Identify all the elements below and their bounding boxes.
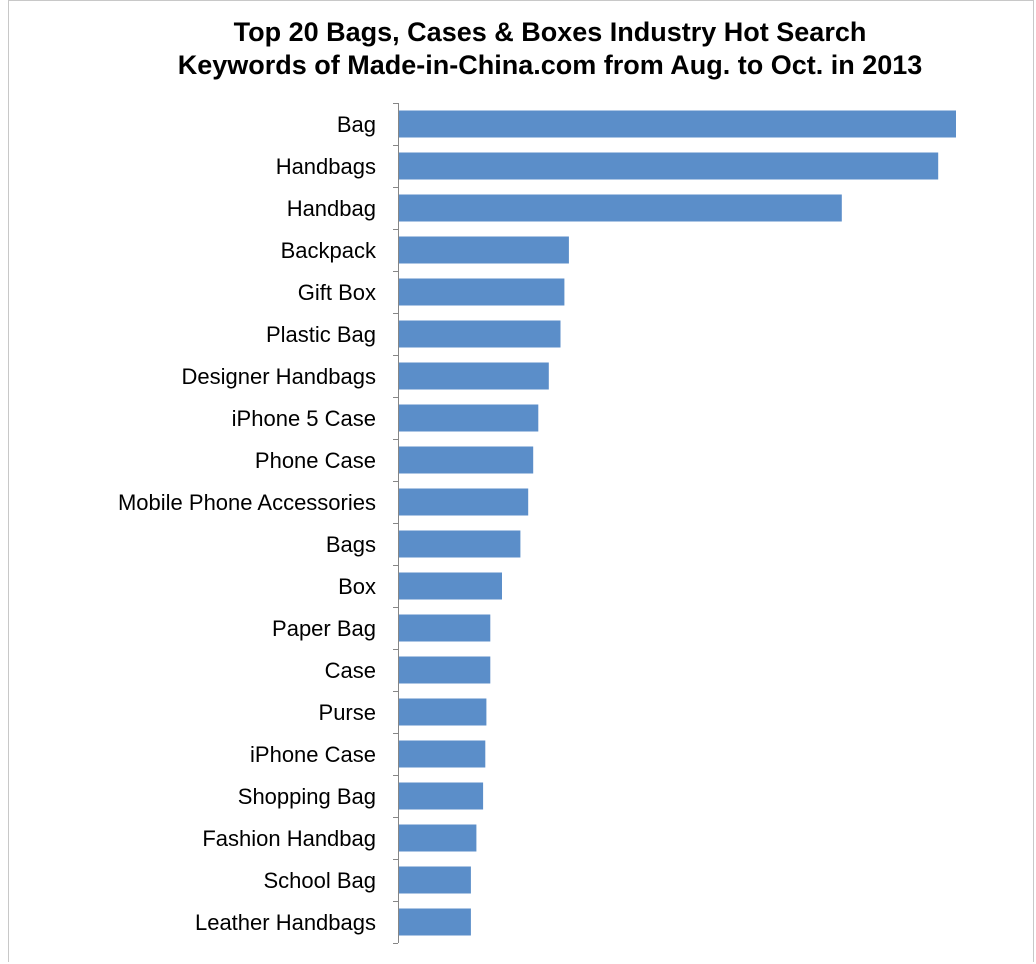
- bar: [399, 698, 487, 726]
- category-label: Plastic Bag: [266, 322, 376, 347]
- category-label: School Bag: [263, 868, 376, 893]
- category-label: Bags: [326, 532, 376, 557]
- category-label: Purse: [319, 700, 376, 725]
- category-label: Shopping Bag: [238, 784, 376, 809]
- bar: [399, 572, 502, 600]
- bar: [399, 530, 521, 558]
- category-label: Fashion Handbag: [202, 826, 376, 851]
- category-label: Handbag: [287, 196, 376, 221]
- category-label: Case: [325, 658, 376, 683]
- category-label: Mobile Phone Accessories: [118, 490, 376, 515]
- category-label: Gift Box: [298, 280, 376, 305]
- bar: [399, 656, 491, 684]
- bar: [399, 362, 549, 390]
- bar: [399, 194, 842, 222]
- bar: [399, 740, 486, 768]
- bar: [399, 236, 569, 264]
- bar: [399, 824, 477, 852]
- category-label: Designer Handbags: [182, 364, 376, 389]
- category-label: Backpack: [281, 238, 377, 263]
- category-label: iPhone Case: [250, 742, 376, 767]
- category-label: Bag: [337, 112, 376, 137]
- category-label: Handbags: [276, 154, 376, 179]
- bar: [399, 320, 561, 348]
- bar: [399, 446, 534, 474]
- chart-title-line-2: Keywords of Made-in-China.com from Aug. …: [177, 50, 923, 80]
- category-label: Box: [338, 574, 376, 599]
- bar: [399, 488, 529, 516]
- category-label: iPhone 5 Case: [232, 406, 376, 431]
- category-label: Leather Handbags: [195, 910, 376, 935]
- chart-title: Top 20 Bags, Cases & Boxes Industry Hot …: [0, 16, 1036, 82]
- bar: [399, 782, 484, 810]
- bar: [399, 404, 539, 432]
- bar: [399, 278, 565, 306]
- bar: [399, 908, 471, 936]
- bar: [399, 866, 471, 894]
- bar: [399, 110, 956, 138]
- chart-title-line-1: Top 20 Bags, Cases & Boxes Industry Hot …: [233, 17, 867, 47]
- bar: [399, 152, 939, 180]
- category-label: Paper Bag: [272, 616, 376, 641]
- category-label: Phone Case: [255, 448, 376, 473]
- bar: [399, 614, 491, 642]
